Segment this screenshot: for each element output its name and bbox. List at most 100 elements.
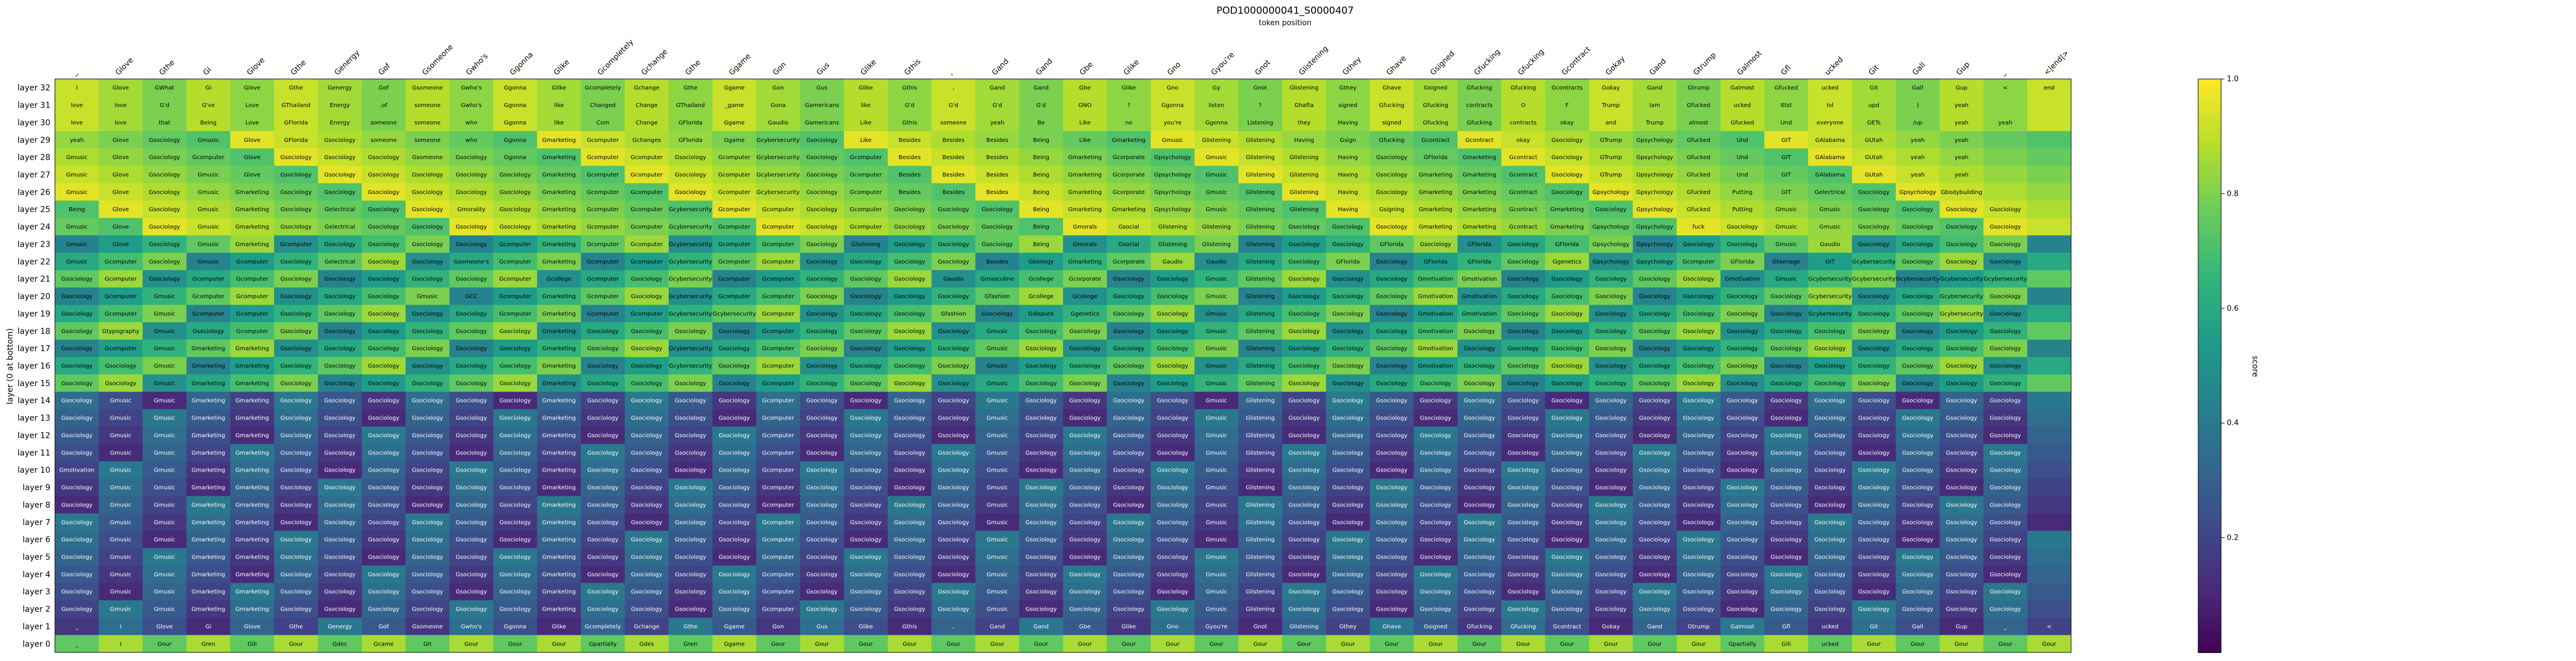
heatmap-cell bbox=[493, 444, 538, 462]
colorbar-segment bbox=[2198, 136, 2221, 143]
cell-label: Gsociology bbox=[1990, 328, 2021, 335]
heatmap-cell bbox=[2027, 426, 2072, 445]
heatmap-cell bbox=[1369, 444, 1415, 462]
cell-label: Gsociology bbox=[1025, 328, 1057, 335]
cell-label: Gsociology bbox=[675, 328, 706, 335]
heatmap-cell bbox=[274, 409, 318, 427]
cell-label: Gsociology bbox=[1332, 224, 1364, 231]
cell-label: Ggonna bbox=[504, 155, 526, 161]
heatmap-cell bbox=[1063, 113, 1108, 132]
heatmap-cell bbox=[230, 270, 275, 288]
cell-label: Gour bbox=[946, 641, 961, 647]
cell-label: Gmarketing bbox=[235, 433, 269, 439]
heatmap-cell bbox=[186, 270, 231, 288]
heatmap-cell bbox=[1633, 131, 1677, 149]
cell-label: Gsociology bbox=[1508, 589, 1539, 595]
cell-label: Glove bbox=[156, 624, 173, 630]
cell-label: Gcomputer bbox=[762, 555, 795, 561]
heatmap-cell bbox=[625, 148, 669, 167]
heatmap-cell bbox=[1457, 426, 1502, 445]
heatmap-cell bbox=[1369, 409, 1415, 427]
cell-label: Gcomputer bbox=[762, 294, 795, 300]
cell-label: Gsomeone's bbox=[454, 259, 489, 265]
cell-label: Gcomputer bbox=[850, 224, 882, 231]
cell-label: Gsociology bbox=[1025, 468, 1057, 474]
cell-label: Gsociology bbox=[61, 433, 93, 439]
heatmap-cell bbox=[230, 287, 275, 306]
cell-label: GFlorida bbox=[1730, 259, 1755, 265]
cell-label: Gsociology bbox=[1946, 398, 1977, 404]
heatmap-cell bbox=[537, 426, 582, 445]
cell-label: Gsociology bbox=[1726, 520, 1758, 526]
heatmap-cell bbox=[143, 148, 187, 167]
cell-label: Gsociology bbox=[807, 363, 838, 370]
cell-label: Gsociology bbox=[1069, 433, 1101, 439]
heatmap-cell bbox=[1501, 304, 1546, 323]
cell-label: Gsociology bbox=[1946, 224, 1977, 231]
cell-label: Gren bbox=[683, 641, 697, 647]
cell-label: Gsociology bbox=[1157, 572, 1188, 578]
heatmap-cell bbox=[1983, 235, 2028, 254]
heatmap-cell bbox=[975, 200, 1020, 219]
cell-label: Gour bbox=[1604, 641, 1618, 647]
heatmap-cell bbox=[1369, 391, 1415, 410]
cell-label: Gdispute bbox=[1028, 311, 1054, 317]
colorbar-segment bbox=[2198, 354, 2221, 361]
heatmap-cell bbox=[1282, 252, 1326, 271]
cell-label: Gmotivation bbox=[1418, 294, 1453, 300]
cell-label: Gcomputer bbox=[718, 259, 751, 265]
heatmap-cell bbox=[318, 409, 362, 427]
cell-label: Gsociology bbox=[1420, 381, 1451, 387]
heatmap-cell bbox=[1676, 270, 1721, 288]
cell-label: Gmusic bbox=[154, 520, 175, 526]
cell-label: yeah bbox=[1911, 172, 1925, 179]
heatmap-cell bbox=[1238, 270, 1283, 288]
heatmap-cell bbox=[318, 148, 362, 167]
heatmap-cell bbox=[143, 339, 187, 358]
heatmap-cell bbox=[1808, 409, 1852, 427]
cell-label: Gsociology bbox=[1376, 276, 1408, 283]
heatmap-cell bbox=[625, 217, 669, 236]
heatmap-cell bbox=[1939, 113, 1984, 132]
cell-label: Gup bbox=[1955, 85, 1967, 92]
cell-label: Gsociology bbox=[1157, 607, 1188, 613]
cell-label: Gsociology bbox=[675, 607, 706, 613]
cell-label: Gsociology bbox=[456, 502, 487, 508]
cell-label: GFlorida bbox=[1380, 242, 1404, 248]
heatmap-cell bbox=[1720, 113, 1765, 132]
heatmap-cell bbox=[1413, 217, 1458, 236]
cell-label: Gsociology bbox=[61, 537, 93, 543]
cell-label: Gcomputer bbox=[762, 363, 795, 370]
heatmap-cell bbox=[98, 374, 143, 393]
x-tick-label: Gokay bbox=[1604, 54, 1627, 77]
heatmap-cell bbox=[1151, 426, 1195, 445]
heatmap-cell bbox=[580, 183, 625, 201]
cell-label: Glistening bbox=[1246, 520, 1274, 526]
heatmap-cell bbox=[1939, 79, 1984, 97]
cell-label: Gcybersecurity bbox=[1808, 311, 1852, 317]
cell-label: Gsociology bbox=[631, 502, 662, 508]
heatmap-cell bbox=[1545, 165, 1590, 184]
cell-label: Gnot bbox=[1253, 624, 1267, 630]
cell-label: Gsociology bbox=[1113, 381, 1145, 387]
heatmap-cell bbox=[1238, 235, 1283, 254]
heatmap-cell bbox=[1983, 357, 2028, 375]
heatmap-cell bbox=[274, 79, 318, 97]
y-tick-label: layer 30 bbox=[18, 118, 50, 128]
cell-label: Gcomputer bbox=[587, 172, 619, 179]
cell-label: Gsociology bbox=[631, 381, 662, 387]
cell-label: Gsociology bbox=[1025, 346, 1057, 352]
cell-label: Gsociology bbox=[807, 242, 838, 248]
cell-label: Gmusic bbox=[1206, 346, 1227, 352]
heatmap-cell bbox=[580, 113, 625, 132]
heatmap-cell bbox=[931, 357, 976, 375]
cell-label: Gsociology bbox=[894, 572, 926, 578]
cell-label: Gmusic bbox=[66, 172, 88, 179]
heatmap-cell bbox=[975, 165, 1020, 184]
y-tick-label: layer 25 bbox=[18, 205, 50, 215]
x-tick-label: Gthe bbox=[289, 58, 308, 77]
cell-label: Ghafta bbox=[1294, 102, 1314, 109]
heatmap-cell bbox=[1939, 287, 1984, 306]
cell-label: Gsociology bbox=[324, 537, 355, 543]
x-tick-label: Gthis bbox=[903, 57, 923, 77]
